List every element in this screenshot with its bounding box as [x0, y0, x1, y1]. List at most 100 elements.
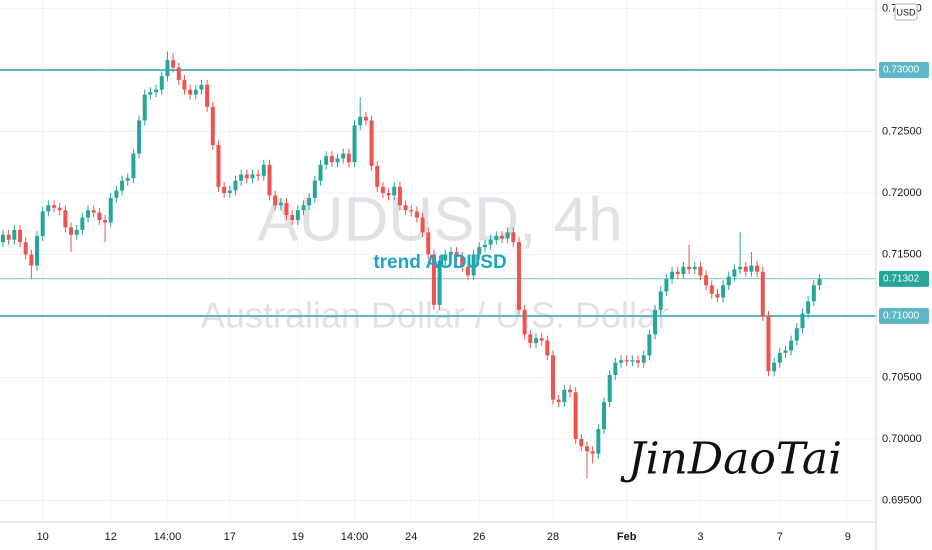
- price-tag-label: 0.73000: [883, 65, 920, 76]
- candle-body: [35, 236, 40, 266]
- candle-body: [448, 252, 453, 255]
- candle-body: [312, 180, 317, 198]
- candle-body: [692, 266, 697, 270]
- candle-body: [704, 275, 709, 286]
- price-tag-label: 0.71302: [883, 273, 920, 284]
- candle-body: [772, 362, 777, 372]
- y-tick-label: 0.72000: [882, 187, 922, 199]
- candle-body: [760, 271, 765, 316]
- x-tick-label: Feb: [617, 531, 637, 543]
- candle-body: [369, 120, 374, 166]
- candle-body: [409, 210, 414, 212]
- candle-body: [12, 229, 17, 240]
- candle-body: [380, 186, 385, 193]
- candle-body: [732, 269, 737, 277]
- candle-body: [125, 178, 130, 181]
- candle-body: [431, 254, 436, 305]
- x-tick-label: 3: [697, 531, 703, 543]
- candle-body: [658, 291, 663, 310]
- candle-body: [397, 186, 402, 206]
- candle-body: [210, 106, 215, 146]
- candle-body: [278, 202, 283, 206]
- y-tick-label: 0.69500: [882, 494, 922, 506]
- candle-body: [698, 266, 703, 276]
- candle-body: [29, 254, 34, 266]
- grid: [0, 0, 876, 522]
- candle-body: [148, 92, 153, 95]
- candle-body: [403, 205, 408, 211]
- x-tick-label: 7: [777, 531, 783, 543]
- candle-body: [142, 94, 147, 121]
- candle-body: [273, 195, 278, 206]
- candle-body: [182, 79, 187, 90]
- x-tick-label: 19: [292, 531, 304, 543]
- candle-body: [114, 190, 119, 198]
- candle-body: [329, 156, 334, 163]
- candle-body: [222, 186, 227, 193]
- currency[interactable]: USD: [896, 7, 916, 17]
- candle-body: [709, 285, 714, 294]
- candle-body: [307, 197, 312, 206]
- candle-body: [533, 338, 538, 344]
- candle-body: [386, 192, 391, 196]
- candle-body: [91, 210, 96, 213]
- candle-body: [216, 145, 221, 187]
- x-tick-label: 28: [547, 531, 559, 543]
- candle-body: [715, 293, 720, 298]
- candle-body: [420, 217, 425, 233]
- candle-body: [783, 350, 788, 353]
- candle-body: [341, 153, 346, 159]
- candle-body: [261, 164, 266, 176]
- candle-body: [721, 285, 726, 298]
- x-tick-label: 17: [224, 531, 236, 543]
- candle-body: [57, 207, 62, 211]
- candle-body: [511, 232, 516, 243]
- candle-body: [52, 205, 57, 208]
- candle-body: [193, 89, 198, 95]
- candle-body: [267, 164, 272, 196]
- candle-body: [562, 389, 567, 403]
- candle-body: [63, 210, 68, 228]
- annotation: trend AUDUSD: [373, 252, 506, 273]
- candle-body: [23, 242, 28, 255]
- y-tick-label: 0.70500: [882, 371, 922, 383]
- candle-body: [205, 84, 210, 107]
- price-tag: [879, 307, 929, 324]
- x-tick-label: 9: [845, 531, 851, 543]
- candle-body: [426, 232, 431, 255]
- x-tick-label: 12: [105, 531, 117, 543]
- candle-body: [69, 227, 74, 235]
- candle-body: [318, 164, 323, 181]
- candle-body: [171, 60, 176, 68]
- candle-body: [613, 362, 618, 376]
- candle-body: [726, 276, 731, 286]
- y-tick-label: 0.72500: [882, 125, 922, 137]
- candle-body: [522, 309, 527, 335]
- price-tag: [879, 61, 929, 78]
- candle-body: [352, 125, 357, 163]
- x-tick-label: 14:00: [341, 531, 369, 543]
- candle-body: [414, 211, 419, 218]
- candle-body: [607, 375, 612, 403]
- currency-box[interactable]: [894, 3, 918, 21]
- candle-body: [244, 174, 249, 179]
- candle-body: [97, 212, 102, 221]
- price-tag-label: 0.71000: [883, 311, 920, 322]
- candle-body: [437, 260, 442, 305]
- candle-body: [630, 360, 635, 362]
- candle-body: [670, 271, 675, 280]
- candle-body: [346, 153, 351, 163]
- candle-body: [687, 266, 692, 270]
- x-tick-label: 26: [473, 531, 485, 543]
- candle-body: [794, 328, 799, 341]
- candle-body: [227, 190, 232, 193]
- candle-body: [154, 89, 159, 93]
- candle-body: [165, 60, 170, 77]
- candle-body: [806, 301, 811, 314]
- candle-body: [789, 340, 794, 351]
- candle-body: [290, 215, 295, 221]
- candle-body: [80, 217, 85, 230]
- signature: JinDaoTai: [620, 434, 842, 485]
